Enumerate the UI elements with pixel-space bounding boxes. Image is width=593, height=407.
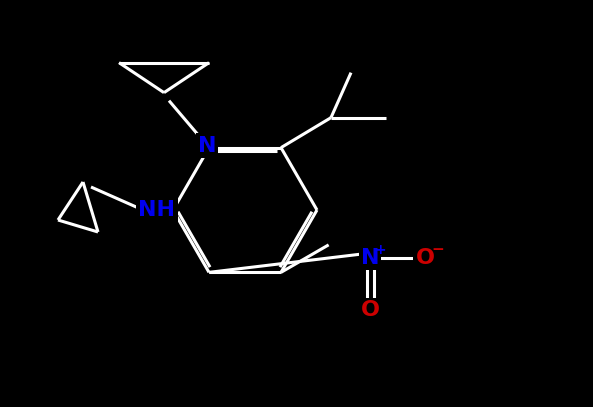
Text: N: N: [361, 248, 380, 268]
Text: +: +: [374, 243, 386, 257]
Text: −: −: [432, 243, 444, 258]
Text: N: N: [197, 136, 216, 155]
Text: NH: NH: [139, 200, 176, 220]
Text: O: O: [416, 248, 435, 268]
Text: O: O: [361, 300, 380, 320]
